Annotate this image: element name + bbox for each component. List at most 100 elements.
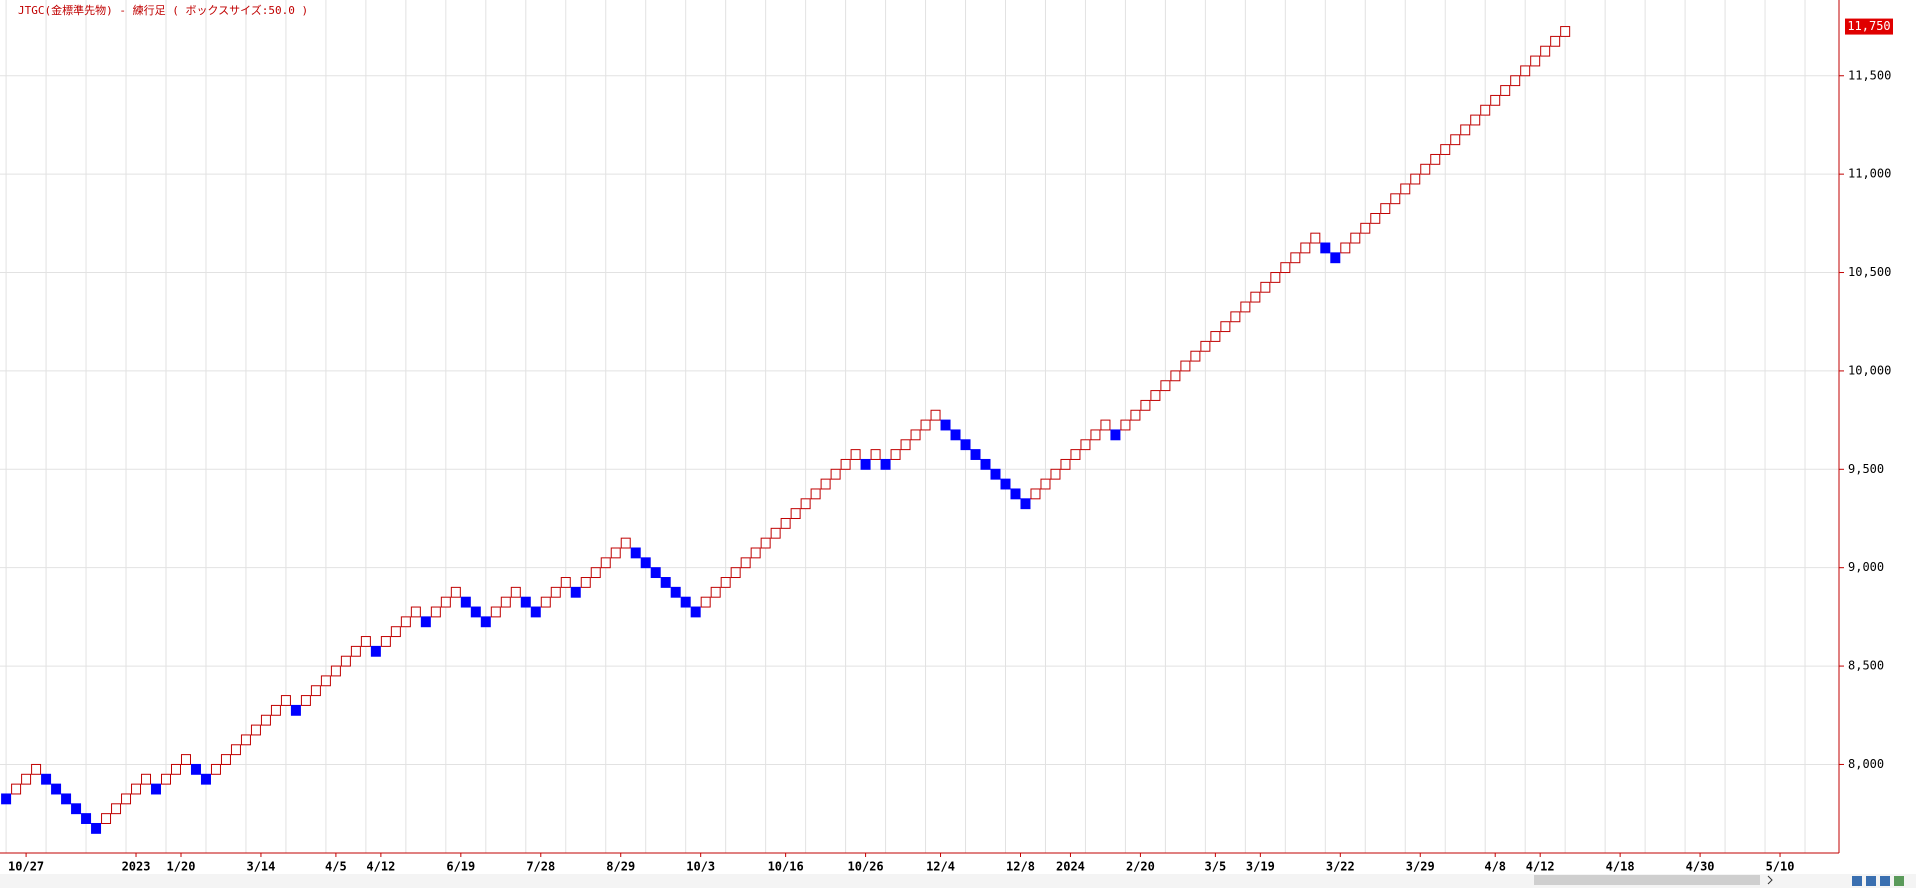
x-tick-label: 10/26 bbox=[848, 860, 884, 874]
x-tick-label: 3/29 bbox=[1406, 860, 1435, 874]
x-tick-label: 3/14 bbox=[246, 860, 275, 874]
settings-button[interactable] bbox=[1894, 876, 1904, 886]
x-tick-label: 2023 bbox=[122, 860, 151, 874]
x-tick-label: 8/29 bbox=[606, 860, 635, 874]
brick bbox=[840, 458, 851, 470]
brick bbox=[51, 783, 62, 795]
x-tick-label: 3/5 bbox=[1205, 860, 1227, 874]
brick bbox=[200, 773, 211, 785]
x-tick-label: 2024 bbox=[1056, 860, 1085, 874]
brick bbox=[1090, 429, 1101, 441]
brick bbox=[170, 763, 181, 775]
x-tick-label: 4/12 bbox=[1526, 860, 1555, 874]
brick bbox=[420, 616, 431, 628]
brick bbox=[550, 586, 561, 598]
zoom-button[interactable] bbox=[1880, 876, 1890, 886]
brick bbox=[1190, 350, 1201, 362]
brick bbox=[101, 813, 112, 824]
brick bbox=[1230, 311, 1241, 323]
brick bbox=[1530, 55, 1541, 67]
brick bbox=[1520, 65, 1531, 77]
brick bbox=[1010, 488, 1021, 500]
x-tick-label: 12/8 bbox=[1006, 860, 1035, 874]
grid bbox=[0, 0, 1839, 853]
brick bbox=[630, 547, 641, 559]
zoom-button[interactable] bbox=[1852, 876, 1862, 886]
x-tick-label: 3/22 bbox=[1326, 860, 1355, 874]
x-tick-label: 7/28 bbox=[526, 860, 555, 874]
brick bbox=[1170, 370, 1181, 382]
brick bbox=[280, 695, 291, 706]
brick bbox=[1220, 321, 1231, 333]
brick bbox=[480, 616, 491, 628]
brick bbox=[1080, 439, 1091, 451]
brick bbox=[950, 429, 961, 441]
brick bbox=[1420, 163, 1431, 175]
brick bbox=[1210, 331, 1221, 342]
brick bbox=[810, 488, 821, 500]
brick bbox=[91, 822, 102, 834]
brick bbox=[1250, 291, 1261, 303]
brick bbox=[1550, 35, 1561, 47]
brick bbox=[71, 803, 82, 815]
brick bbox=[970, 449, 981, 460]
brick bbox=[1300, 242, 1311, 254]
y-tick-label: 10,500 bbox=[1848, 265, 1891, 279]
brick bbox=[760, 537, 771, 549]
brick bbox=[350, 645, 361, 657]
brick bbox=[670, 586, 681, 598]
brick bbox=[680, 596, 691, 608]
x-tick-label: 10/3 bbox=[686, 860, 715, 874]
x-tick-label: 4/5 bbox=[325, 860, 347, 874]
brick bbox=[1050, 468, 1061, 480]
brick bbox=[1110, 429, 1121, 441]
scrollbar-thumb[interactable] bbox=[1534, 875, 1760, 885]
brick bbox=[370, 645, 381, 657]
y-tick-label: 9,500 bbox=[1848, 462, 1884, 476]
brick bbox=[640, 557, 651, 569]
scroll-arrow[interactable] bbox=[1767, 875, 1773, 885]
x-tick-label: 3/19 bbox=[1246, 860, 1275, 874]
brick bbox=[410, 606, 421, 618]
x-tick-label: 4/12 bbox=[366, 860, 395, 874]
brick bbox=[380, 636, 391, 647]
brick bbox=[1060, 458, 1071, 470]
zoom-button[interactable] bbox=[1866, 876, 1876, 886]
brick bbox=[1360, 222, 1371, 234]
brick bbox=[520, 596, 531, 608]
x-tick-label: 1/20 bbox=[167, 860, 196, 874]
x-tick-label: 12/4 bbox=[926, 860, 955, 874]
brick bbox=[660, 577, 671, 588]
brick bbox=[81, 813, 92, 824]
brick bbox=[620, 537, 631, 549]
brick bbox=[1370, 212, 1381, 224]
brick bbox=[1560, 26, 1571, 37]
brick bbox=[1330, 252, 1341, 264]
brick bbox=[1040, 478, 1051, 490]
brick bbox=[1460, 124, 1471, 136]
brick bbox=[1320, 242, 1331, 254]
brick bbox=[1350, 232, 1361, 244]
brick bbox=[750, 547, 761, 559]
brick bbox=[900, 439, 911, 451]
brick bbox=[1160, 380, 1171, 392]
brick bbox=[1070, 449, 1081, 460]
x-tick-label: 10/16 bbox=[768, 860, 804, 874]
brick bbox=[700, 596, 711, 608]
brick bbox=[920, 419, 931, 431]
y-tick-label: 8,000 bbox=[1848, 757, 1884, 771]
brick bbox=[1260, 281, 1271, 293]
brick bbox=[580, 577, 591, 588]
brick bbox=[1500, 85, 1511, 96]
brick bbox=[940, 419, 951, 431]
brick bbox=[1430, 153, 1441, 165]
brick bbox=[740, 557, 751, 569]
brick bbox=[1380, 203, 1391, 214]
brick bbox=[500, 596, 511, 608]
brick bbox=[650, 567, 661, 579]
brick bbox=[910, 429, 921, 441]
brick bbox=[890, 449, 901, 460]
brick bbox=[610, 547, 621, 559]
brick bbox=[111, 803, 122, 815]
